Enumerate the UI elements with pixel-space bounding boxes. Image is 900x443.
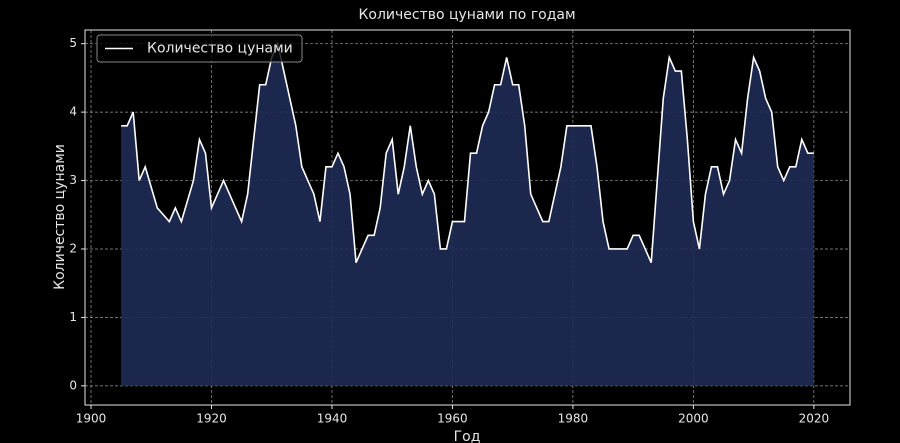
x-tick-label: 1960 [437, 412, 468, 426]
y-tick-label: 3 [69, 173, 77, 187]
line [121, 41, 814, 263]
y-tick-label: 2 [69, 241, 77, 255]
y-tick-label: 4 [69, 105, 77, 119]
x-tick-label: 1900 [76, 412, 107, 426]
x-axis-label: Год [454, 429, 481, 443]
y-axis-label: Количество цунами [52, 144, 68, 290]
y-tick-label: 0 [69, 378, 77, 392]
legend-box [96, 34, 303, 63]
legend-label: Количество цунами [147, 41, 293, 57]
x-tick-label: 2020 [799, 412, 830, 426]
area [121, 43, 814, 386]
y-tick-label: 1 [69, 310, 77, 324]
x-tick-label: 1980 [558, 412, 589, 426]
chart-title: Количество цунами по годам [358, 7, 575, 23]
y-tick-label: 5 [69, 36, 77, 50]
x-tick-label: 2000 [678, 412, 709, 426]
x-tick-label: 1940 [317, 412, 348, 426]
x-tick-label: 1920 [196, 412, 227, 426]
plot-frame [84, 29, 851, 406]
